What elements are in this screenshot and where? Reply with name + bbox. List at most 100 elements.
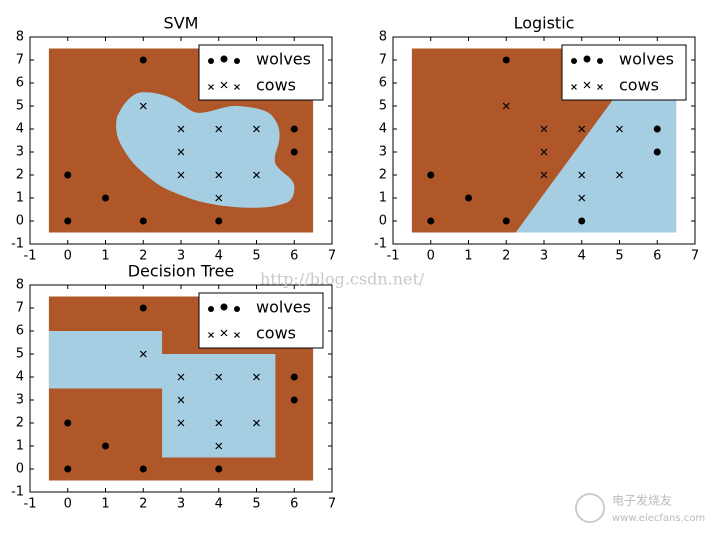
cross-marker <box>215 194 223 202</box>
cross-marker <box>540 171 548 179</box>
dot-marker <box>290 396 298 404</box>
y-tick-label: 2 <box>16 416 24 431</box>
chart-title: Decision Tree <box>128 262 235 281</box>
dot-marker <box>427 217 435 225</box>
dot-marker <box>215 217 223 225</box>
cross-marker <box>215 125 223 133</box>
x-tick-label: 0 <box>64 497 72 512</box>
y-tick-label: 8 <box>16 30 24 45</box>
y-tick-label: 5 <box>16 99 24 114</box>
cross-marker <box>540 148 548 156</box>
x-tick-label: 1 <box>101 249 109 264</box>
dot-marker <box>64 419 72 427</box>
cross-marker <box>253 171 260 179</box>
x-tick-label: 5 <box>615 249 623 264</box>
y-tick-label: 8 <box>16 278 24 293</box>
x-tick-label: -1 <box>24 497 37 512</box>
y-tick-label: 3 <box>379 145 387 160</box>
dot-marker <box>578 217 586 225</box>
cross-marker <box>502 102 510 110</box>
cross-marker <box>234 84 240 90</box>
cross-marker <box>215 442 223 450</box>
dot-marker <box>139 465 147 473</box>
cross-marker <box>253 419 260 427</box>
y-tick-label: 0 <box>16 214 24 229</box>
svm-plot: SVM -1 0 1 2 3 4 5 6 7 -1 0 1 2 3 4 5 6 7 8 wolves cows <box>11 14 336 264</box>
x-tick-label: 2 <box>502 249 510 264</box>
cross-marker <box>578 194 586 202</box>
x-tick-label: 4 <box>215 497 223 512</box>
cross-marker <box>253 373 260 381</box>
y-tick-label: 3 <box>16 145 24 160</box>
dot-marker <box>102 194 109 202</box>
logistic-plot: Logistic -1 0 1 2 3 4 5 6 7 -1 0 1 2 3 4 5 6 7 8 wolves cows <box>374 14 699 264</box>
dot-marker <box>64 465 72 473</box>
cross-marker <box>215 373 223 381</box>
dot-marker <box>290 148 298 156</box>
x-tick-label: 2 <box>139 497 147 512</box>
cross-marker <box>177 125 185 133</box>
x-tick-label: 1 <box>101 497 109 512</box>
dot-marker <box>215 465 223 473</box>
x-tick-label: 0 <box>64 249 72 264</box>
x-tick-label: 3 <box>177 249 185 264</box>
x-tick-label: 6 <box>653 249 661 264</box>
x-tick-label: 7 <box>328 249 336 264</box>
legend: wolves cows <box>198 44 324 101</box>
x-tick-label: 6 <box>290 497 298 512</box>
cross-marker <box>616 125 623 133</box>
cross-marker <box>177 373 185 381</box>
dot-marker <box>502 56 510 64</box>
x-tick-label: 5 <box>252 497 260 512</box>
x-tick-label: 3 <box>177 497 185 512</box>
x-tick-label: 4 <box>578 249 586 264</box>
dot-marker <box>502 217 510 225</box>
legend-label: cows <box>619 76 659 95</box>
legend-label: wolves <box>619 50 674 69</box>
y-tick-label: 3 <box>16 393 24 408</box>
y-tick-label: 1 <box>16 191 24 206</box>
y-tick-label: 0 <box>16 462 24 477</box>
cross-marker <box>208 332 214 338</box>
dot-marker <box>64 217 72 225</box>
cross-marker <box>220 81 228 89</box>
region-cows <box>116 92 295 208</box>
logo-icon <box>575 493 605 523</box>
x-tick-label: 6 <box>290 249 298 264</box>
cross-marker <box>578 171 586 179</box>
legend: wolves cows <box>561 44 687 101</box>
y-tick-label: 7 <box>379 53 387 68</box>
legend: wolves cows <box>198 292 324 349</box>
x-tick-label: 4 <box>215 249 223 264</box>
cross-marker <box>571 84 577 90</box>
legend-box <box>198 44 324 101</box>
x-tick-label: 2 <box>139 249 147 264</box>
dot-marker <box>234 58 240 64</box>
y-tick-label: 4 <box>379 122 387 137</box>
cross-marker <box>220 329 228 337</box>
y-tick-label: 8 <box>379 30 387 45</box>
y-tick-label: 6 <box>379 76 387 91</box>
x-tick-label: -1 <box>387 249 400 264</box>
y-tick-label: 4 <box>16 122 24 137</box>
dot-marker <box>290 125 298 133</box>
y-tick-label: 7 <box>16 301 24 316</box>
dot-marker <box>427 171 435 179</box>
x-tick-label: 5 <box>252 249 260 264</box>
cross-marker <box>578 125 586 133</box>
x-tick-label: 0 <box>427 249 435 264</box>
x-tick-label: 1 <box>464 249 472 264</box>
chart-title: SVM <box>164 14 199 33</box>
logo-url: www.elecfans.com <box>612 513 705 524</box>
legend-box <box>561 44 687 101</box>
dot-marker <box>290 373 298 381</box>
dot-marker <box>139 217 147 225</box>
region-cows <box>48 331 276 458</box>
y-tick-label: 0 <box>379 214 387 229</box>
cross-marker <box>540 125 548 133</box>
dot-marker <box>139 56 147 64</box>
cross-marker <box>139 350 147 358</box>
legend-label: cows <box>256 76 296 95</box>
dot-marker <box>597 58 603 64</box>
